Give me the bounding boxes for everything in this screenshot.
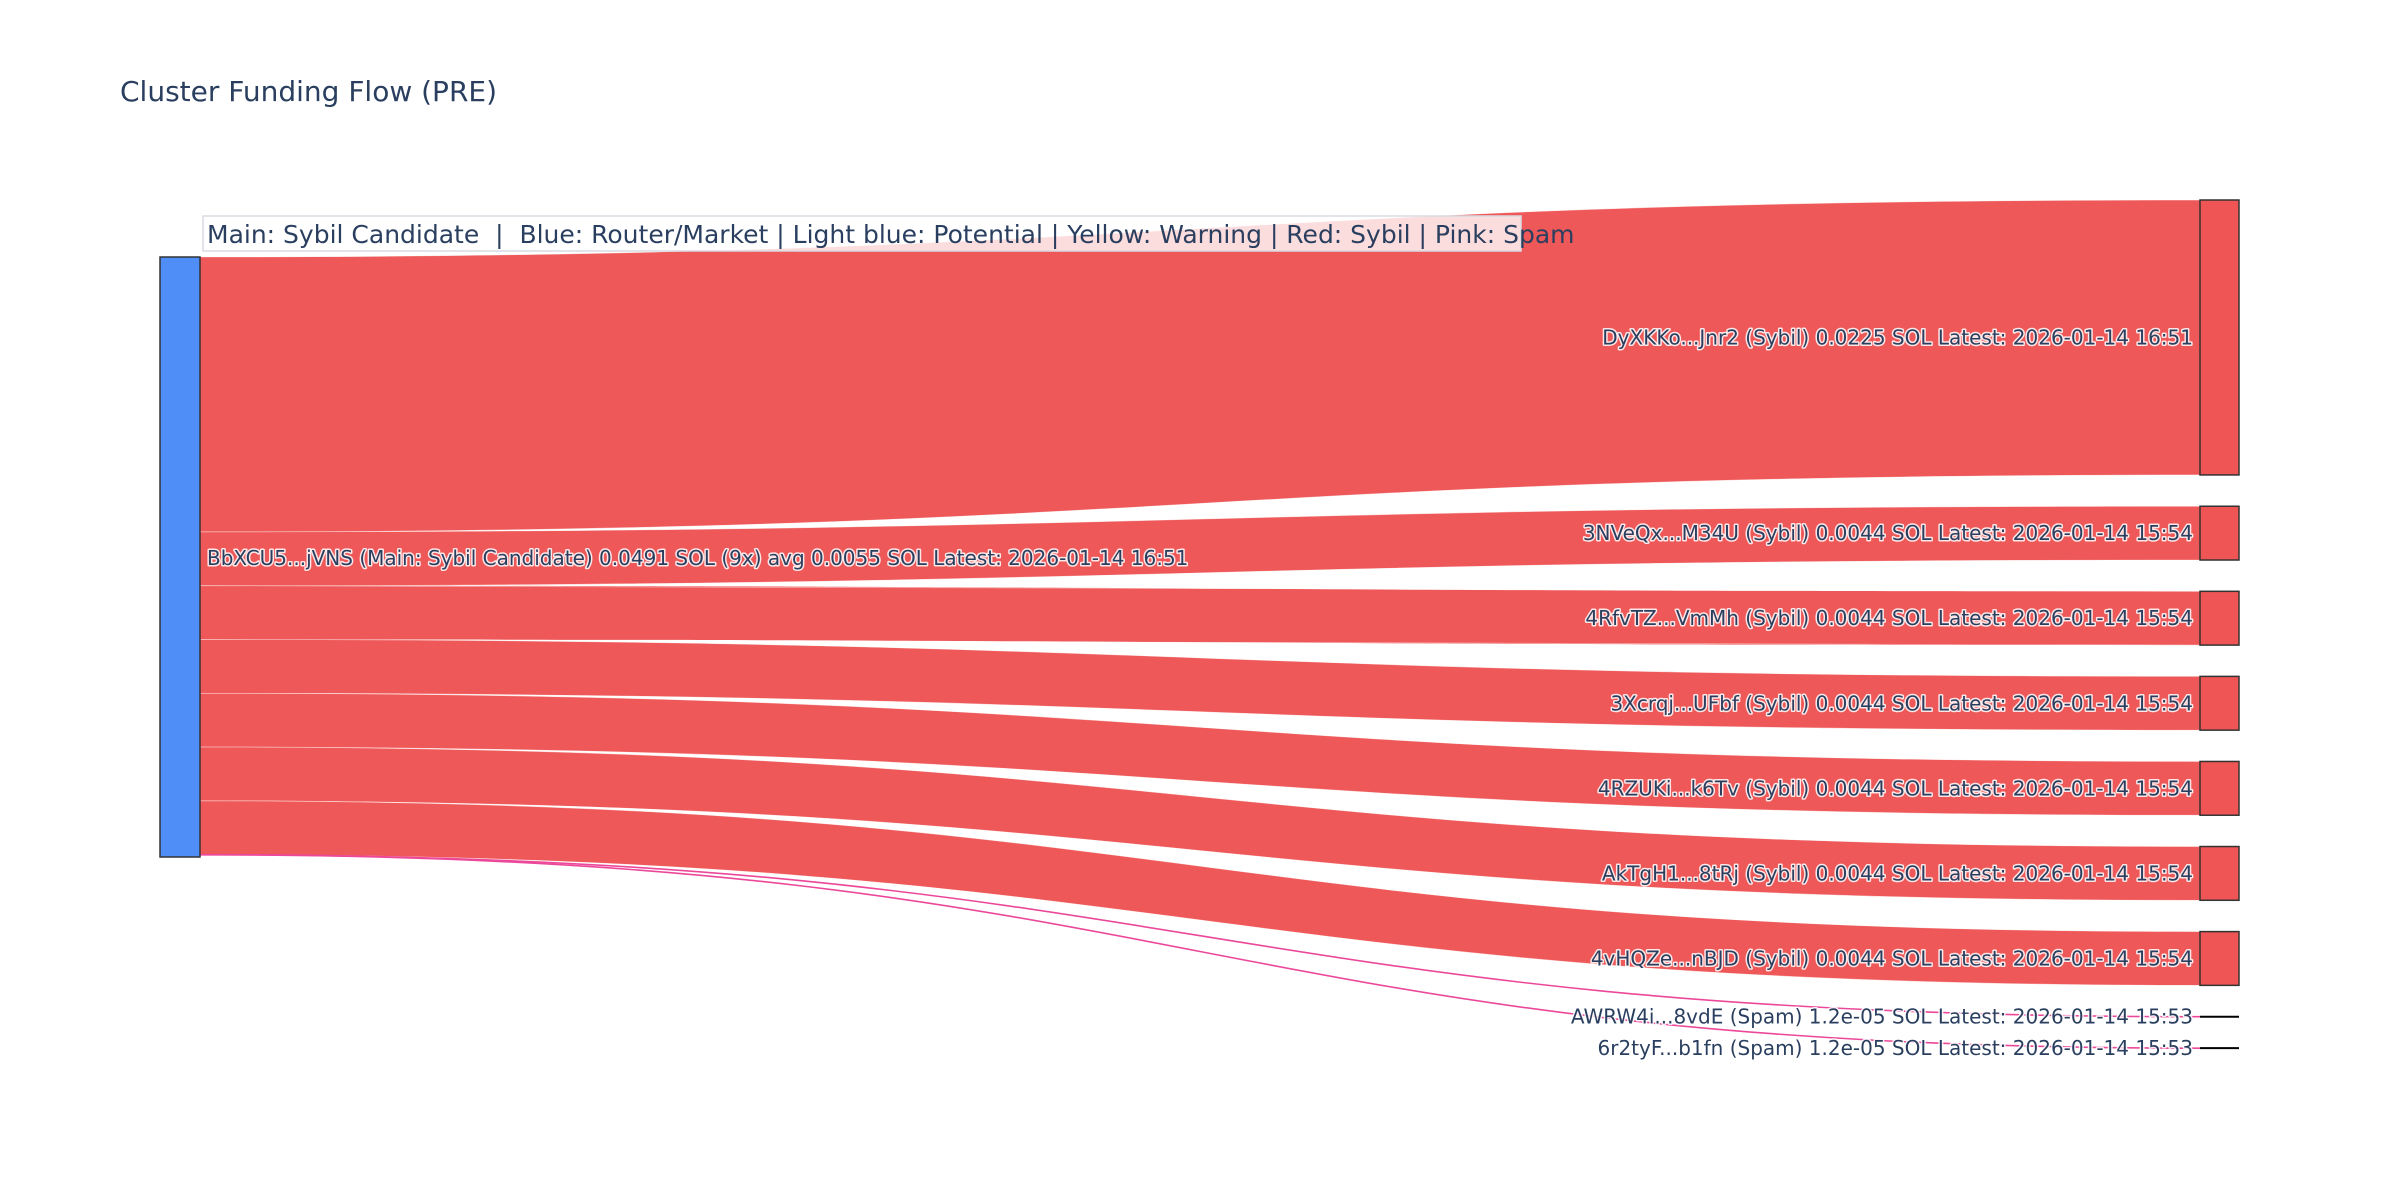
- link-spam[interactable]: [199, 853, 2201, 1049]
- nodes: [159, 199, 2240, 1050]
- source-label: BbXCU5...jVNS (Main: Sybil Candidate) 0.…: [207, 546, 1188, 570]
- target-label: 6r2tyF...b1fn (Spam) 1.2e-05 SOL Latest:…: [1598, 1036, 2194, 1060]
- target-node-sybil[interactable]: [2199, 675, 2240, 731]
- node-labels: DyXKKo...Jnr2 (Sybil) 0.0225 SOL Latest:…: [206, 324, 2195, 1062]
- target-label: 3Xcrqj...UFbf (Sybil) 0.0044 SOL Latest:…: [1610, 691, 2193, 715]
- target-label: AWRW4i...8vdE (Spam) 1.2e-05 SOL Latest:…: [1571, 1005, 2193, 1029]
- link-spam[interactable]: [199, 853, 2201, 1018]
- target-label: AkTgH1...8tRj (Sybil) 0.0044 SOL Latest:…: [1602, 861, 2193, 885]
- source-node[interactable]: [159, 256, 201, 858]
- target-node-sybil[interactable]: [2199, 505, 2240, 561]
- links: [199, 199, 2201, 1049]
- annotation-text: Main: Sybil Candidate | Blue: Router/Mar…: [207, 220, 1575, 249]
- chart-title: Cluster Funding Flow (PRE): [120, 75, 497, 108]
- annotation-box: [202, 215, 1522, 252]
- legend-annotation: Main: Sybil Candidate | Blue: Router/Mar…: [202, 215, 1575, 252]
- target-node-sybil[interactable]: [2199, 590, 2240, 646]
- target-label: 3NVeQx...M34U (Sybil) 0.0044 SOL Latest:…: [1583, 521, 2193, 545]
- target-node-sybil[interactable]: [2199, 930, 2240, 987]
- target-label: 4vHQZe...nBJD (Sybil) 0.0044 SOL Latest:…: [1591, 946, 2193, 970]
- target-node-sybil[interactable]: [2199, 760, 2240, 816]
- target-node-sybil[interactable]: [2199, 199, 2240, 476]
- target-node-sybil[interactable]: [2199, 845, 2240, 902]
- target-label: DyXKKo...Jnr2 (Sybil) 0.0225 SOL Latest:…: [1602, 325, 2193, 349]
- target-label: 4RZUKi...k6Tv (Sybil) 0.0044 SOL Latest:…: [1598, 776, 2193, 800]
- target-label: 4RfvTZ...VmMh (Sybil) 0.0044 SOL Latest:…: [1585, 606, 2193, 630]
